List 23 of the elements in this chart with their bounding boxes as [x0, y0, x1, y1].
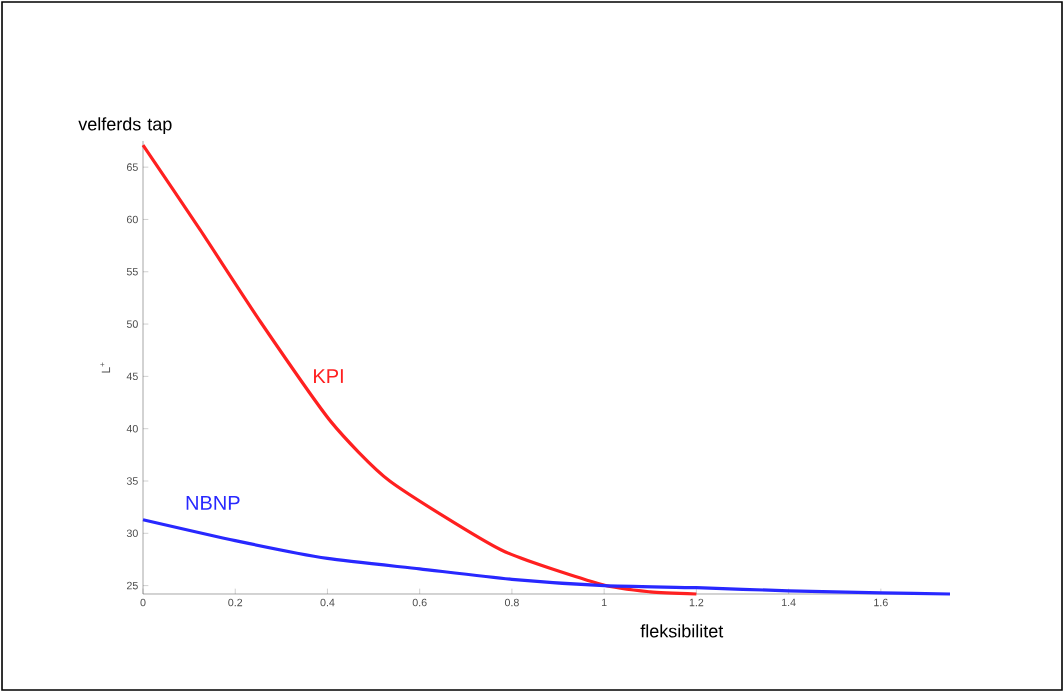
y-tick-label: 55 — [126, 268, 138, 276]
y-tick-label: 45 — [126, 372, 138, 381]
text: velferds tap — [78, 117, 172, 135]
y-tick-label: 35 — [126, 477, 138, 485]
x-tick-label: 0.4 — [320, 598, 335, 607]
y-tick-label: 30 — [126, 529, 138, 538]
y-tick-label: 40 — [126, 424, 138, 433]
x-tick-label: 0 — [140, 598, 146, 607]
series-label: NBNP — [186, 495, 240, 510]
text: fleksibilitet — [640, 624, 724, 638]
y-tick-label: 25 — [126, 581, 138, 590]
x-tick-label: 0.6 — [412, 598, 427, 607]
y-tick-label: 65 — [126, 163, 138, 171]
x-tick-label: 1.4 — [782, 598, 796, 607]
x-tick-label: 0.2 — [228, 598, 243, 607]
x-tick-label: 0.8 — [504, 598, 519, 607]
x-tick-label: 1 — [602, 598, 607, 607]
y-axis-title: L$^{+}$ — [100, 362, 111, 373]
series-label: KPI — [314, 369, 343, 383]
x-tick-label: 1.2 — [689, 598, 704, 607]
y-tick-label: 50 — [126, 320, 138, 328]
x-tick-label: 1.6 — [874, 598, 888, 607]
y-tick-label: 60 — [126, 215, 138, 224]
